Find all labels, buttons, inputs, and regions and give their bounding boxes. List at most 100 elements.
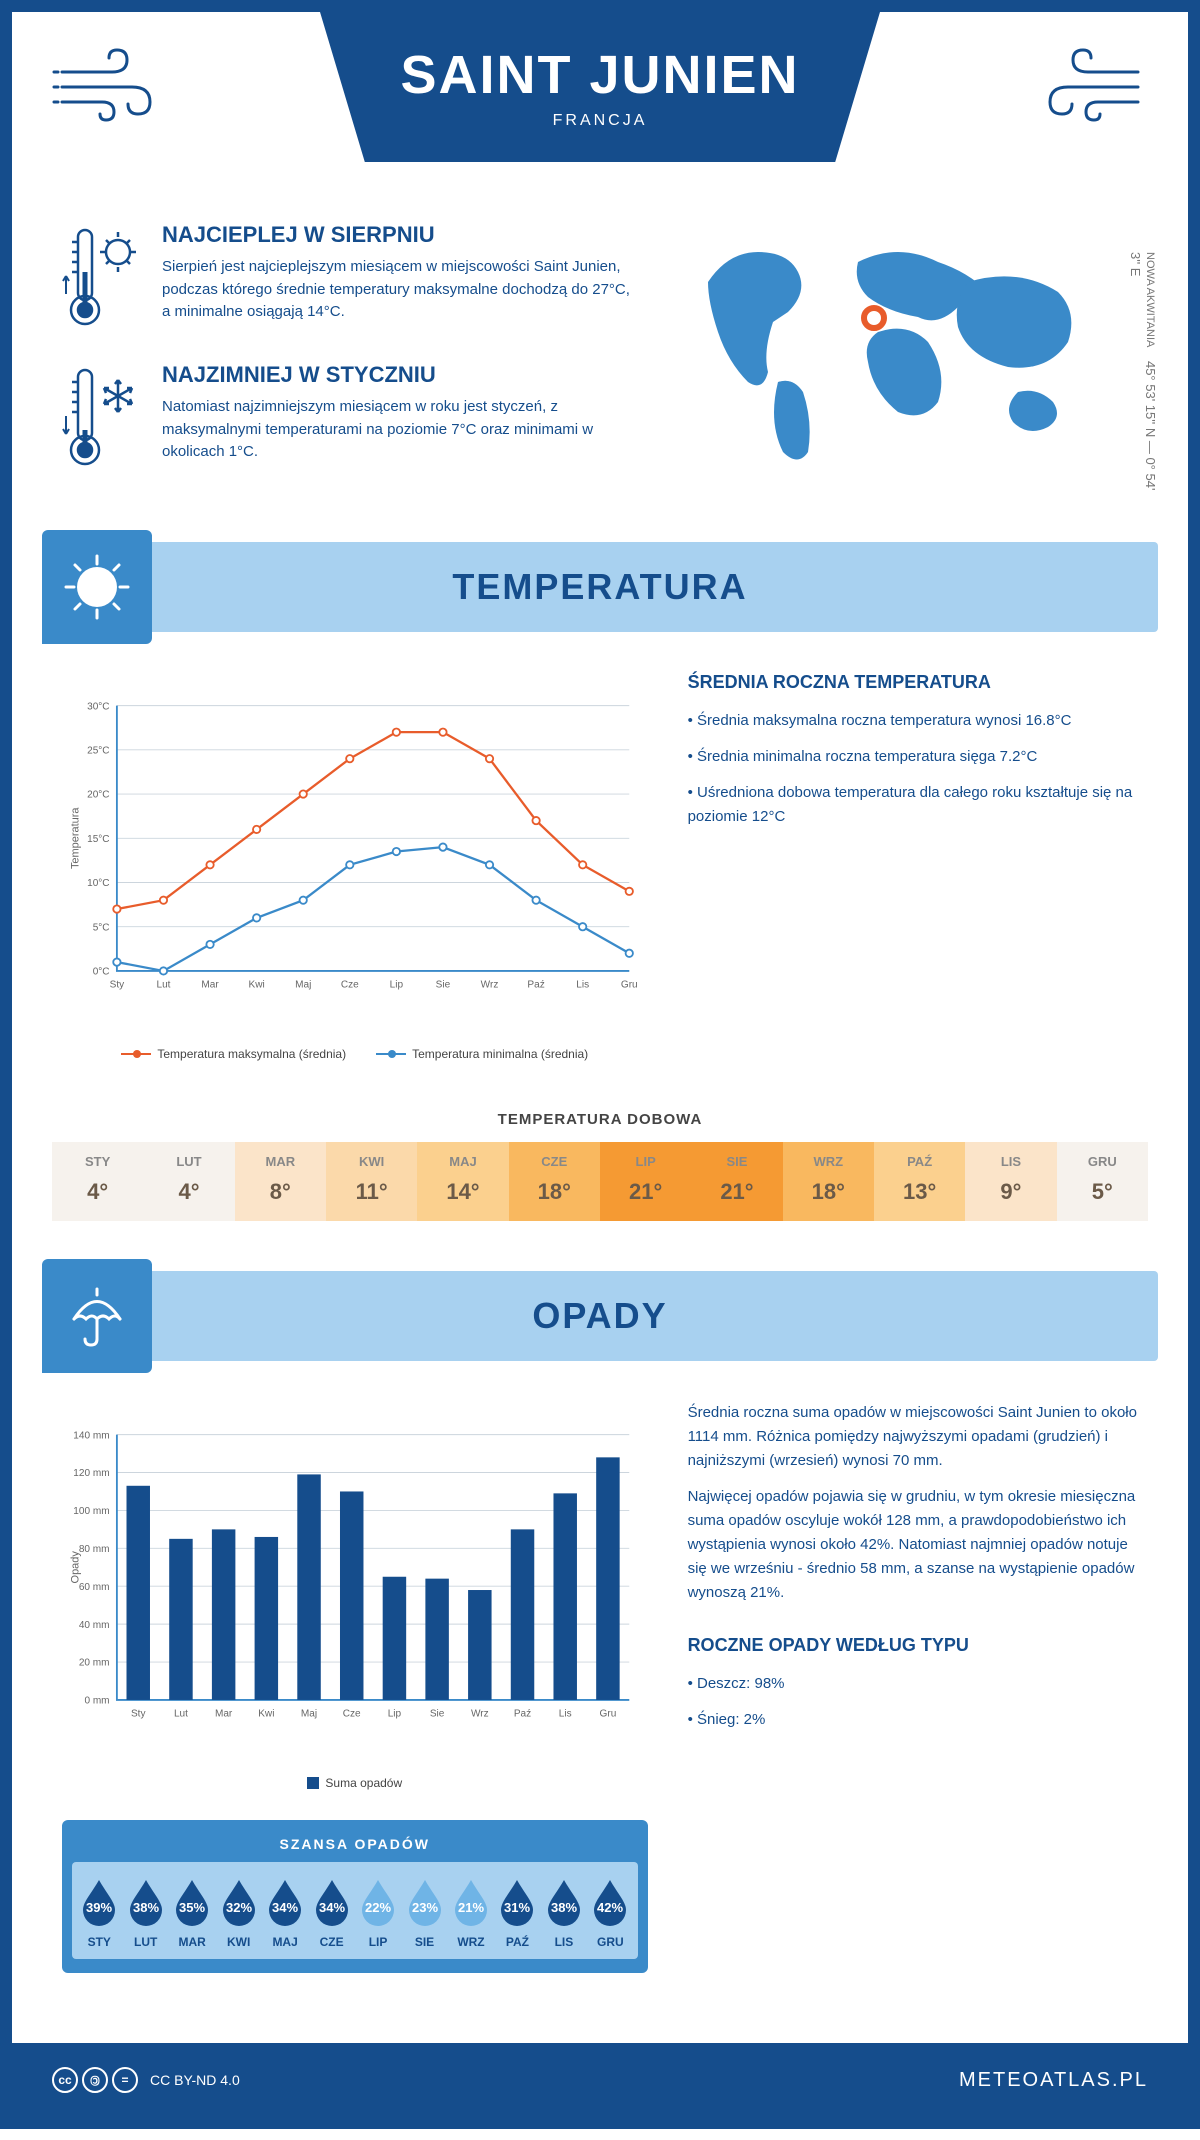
chance-title: SZANSA OPADÓW — [72, 1830, 638, 1862]
svg-text:Lip: Lip — [390, 979, 404, 990]
umbrella-icon — [42, 1259, 152, 1373]
svg-text:Cze: Cze — [341, 979, 359, 990]
temperature-chart: 0°C5°C10°C15°C20°C25°C30°CStyLutMarKwiMa… — [62, 672, 648, 1061]
daily-temp-title: TEMPERATURA DOBOWA — [12, 1111, 1188, 1128]
svg-text:21%: 21% — [458, 1900, 484, 1915]
daily-temp-strip: STY4°LUT4°MAR8°KWI11°MAJ14°CZE18°LIP21°S… — [52, 1142, 1148, 1221]
precip-chart: 0 mm20 mm40 mm60 mm80 mm100 mm120 mm140 … — [62, 1401, 648, 1973]
thermometer-sun-icon — [62, 222, 142, 332]
svg-text:Lis: Lis — [559, 1708, 572, 1719]
coldest-title: NAJZIMNIEJ W STYCZNIU — [162, 362, 638, 388]
svg-text:Sie: Sie — [430, 1708, 445, 1719]
legend-min: Temperatura minimalna (średnia) — [376, 1047, 588, 1061]
header: SAINT JUNIEN FRANCJA — [12, 12, 1188, 202]
warmest-title: NAJCIEPLEJ W SIERPNIU — [162, 222, 638, 248]
sun-icon — [42, 530, 152, 644]
rain-chance-drop: 38% LIS — [541, 1876, 587, 1949]
rain-chance-drop: 32% KWI — [215, 1876, 261, 1949]
daily-temp-cell: LUT4° — [143, 1142, 234, 1221]
precip-text-1: Średnia roczna suma opadów w miejscowośc… — [688, 1401, 1138, 1473]
daily-temp-cell: PAŹ13° — [874, 1142, 965, 1221]
thermometer-snowflake-icon — [62, 362, 142, 472]
svg-text:Gru: Gru — [600, 1708, 617, 1719]
daily-temp-cell: KWI11° — [326, 1142, 417, 1221]
svg-text:34%: 34% — [319, 1900, 345, 1915]
brand: METEOATLAS.PL — [959, 2069, 1148, 2092]
svg-text:Kwi: Kwi — [258, 1708, 274, 1719]
svg-text:32%: 32% — [226, 1900, 252, 1915]
precip-type: • Śnieg: 2% — [688, 1708, 1138, 1732]
svg-text:Opady: Opady — [69, 1551, 81, 1584]
svg-text:Cze: Cze — [343, 1708, 361, 1719]
svg-text:22%: 22% — [365, 1900, 391, 1915]
header-ribbon: SAINT JUNIEN FRANCJA — [320, 12, 880, 162]
svg-text:39%: 39% — [86, 1900, 112, 1915]
warmest-block: NAJCIEPLEJ W SIERPNIU Sierpień jest najc… — [62, 222, 638, 332]
svg-text:10°C: 10°C — [87, 878, 109, 889]
wind-icon — [52, 42, 172, 132]
svg-text:23%: 23% — [412, 1900, 438, 1915]
svg-text:31%: 31% — [504, 1900, 530, 1915]
rain-chance-drop: 38% LUT — [122, 1876, 168, 1949]
region-name: NOWA AKWITANIA — [1144, 252, 1156, 347]
svg-text:Temperatura: Temperatura — [69, 807, 81, 869]
svg-text:5°C: 5°C — [93, 922, 110, 933]
section-title: OPADY — [532, 1295, 667, 1337]
footer: cc🄯= CC BY-ND 4.0 METEOATLAS.PL — [12, 2043, 1188, 2117]
coldest-block: NAJZIMNIEJ W STYCZNIU Natomiast najzimni… — [62, 362, 638, 472]
svg-text:Wrz: Wrz — [471, 1708, 489, 1719]
rain-chance-drop: 23% SIE — [401, 1876, 447, 1949]
city-name: SAINT JUNIEN — [400, 44, 799, 106]
svg-text:Lut: Lut — [174, 1708, 188, 1719]
section-title: TEMPERATURA — [452, 566, 747, 608]
svg-text:80 mm: 80 mm — [79, 1544, 110, 1555]
precip-type: • Deszcz: 98% — [688, 1672, 1138, 1696]
cc-icons: cc🄯= — [52, 2067, 138, 2093]
svg-text:Maj: Maj — [295, 979, 311, 990]
svg-text:30°C: 30°C — [87, 701, 109, 712]
rain-chance-drop: 35% MAR — [169, 1876, 215, 1949]
rain-chance-drop: 42% GRU — [587, 1876, 633, 1949]
daily-temp-cell: LIS9° — [965, 1142, 1056, 1221]
svg-text:15°C: 15°C — [87, 834, 109, 845]
precip-text-2: Najwięcej opadów pojawia się w grudniu, … — [688, 1485, 1138, 1605]
svg-text:25°C: 25°C — [87, 745, 109, 756]
svg-text:35%: 35% — [179, 1900, 205, 1915]
country-name: FRANCJA — [553, 112, 648, 130]
svg-text:34%: 34% — [272, 1900, 298, 1915]
svg-text:38%: 38% — [551, 1900, 577, 1915]
warmest-body: Sierpień jest najcieplejszym miesiącem w… — [162, 256, 638, 324]
svg-text:100 mm: 100 mm — [73, 1506, 109, 1517]
rain-chance-drop: 39% STY — [76, 1876, 122, 1949]
svg-text:20 mm: 20 mm — [79, 1658, 110, 1669]
svg-text:120 mm: 120 mm — [73, 1468, 109, 1479]
world-map: NOWA AKWITANIA 45° 53' 15'' N — 0° 54' 3… — [678, 222, 1138, 502]
svg-text:Sie: Sie — [436, 979, 451, 990]
svg-text:40 mm: 40 mm — [79, 1620, 110, 1631]
temp-bullet: • Średnia minimalna roczna temperatura s… — [688, 745, 1138, 769]
svg-text:60 mm: 60 mm — [79, 1582, 110, 1593]
daily-temp-cell: MAR8° — [235, 1142, 326, 1221]
rain-chance-drop: 31% PAŹ — [494, 1876, 540, 1949]
svg-text:Lis: Lis — [576, 979, 589, 990]
svg-text:Kwi: Kwi — [249, 979, 265, 990]
svg-text:Paź: Paź — [514, 1708, 531, 1719]
coordinates: NOWA AKWITANIA 45° 53' 15'' N — 0° 54' 3… — [1128, 252, 1158, 502]
coldest-body: Natomiast najzimniejszym miesiącem w rok… — [162, 396, 638, 464]
annual-temp-title: ŚREDNIA ROCZNA TEMPERATURA — [688, 672, 1138, 693]
svg-text:0 mm: 0 mm — [84, 1696, 109, 1707]
rain-chance-drop: 22% LIP — [355, 1876, 401, 1949]
rain-chance-drop: 21% WRZ — [448, 1876, 494, 1949]
temperature-banner: TEMPERATURA — [42, 542, 1158, 632]
svg-text:0°C: 0°C — [93, 967, 110, 978]
svg-text:42%: 42% — [597, 1900, 623, 1915]
daily-temp-cell: CZE18° — [509, 1142, 600, 1221]
daily-temp-cell: GRU5° — [1057, 1142, 1148, 1221]
daily-temp-cell: STY4° — [52, 1142, 143, 1221]
svg-text:Mar: Mar — [201, 979, 219, 990]
rain-chance-drop: 34% CZE — [308, 1876, 354, 1949]
svg-text:38%: 38% — [133, 1900, 159, 1915]
wind-icon — [1028, 42, 1148, 132]
chance-panel: SZANSA OPADÓW 39% STY 38% LUT 35% MAR 32… — [62, 1820, 648, 1973]
legend-max: Temperatura maksymalna (średnia) — [121, 1047, 346, 1061]
